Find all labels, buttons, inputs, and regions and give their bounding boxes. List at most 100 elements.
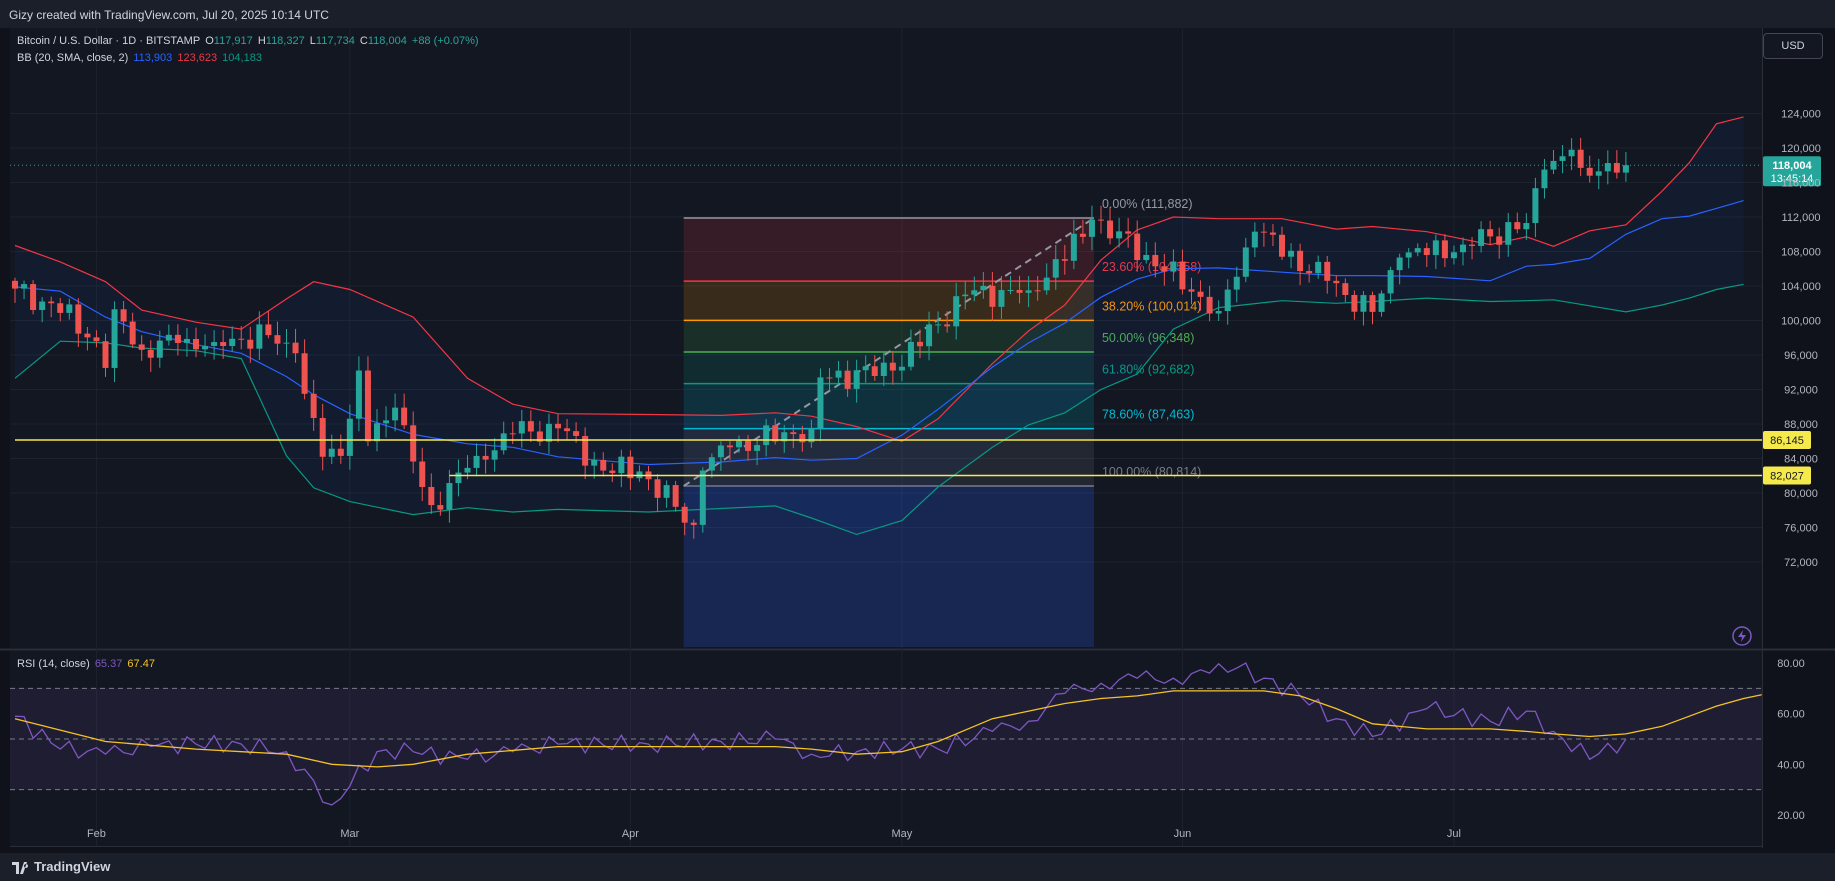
candle-body [1288, 250, 1295, 257]
horizontal-price-tag-label: 82,027 [1770, 471, 1804, 483]
candle-body [1378, 293, 1385, 312]
candle-body [1098, 219, 1104, 221]
candle-body [663, 485, 670, 498]
candle-body [781, 432, 788, 442]
candle-body [30, 284, 37, 310]
candle-body [1541, 169, 1548, 189]
fib-level-label: 78.60% (87,463) [1102, 408, 1194, 422]
candle-body [1170, 261, 1177, 272]
candle-body [600, 459, 607, 471]
fib-zone [683, 351, 1094, 384]
candle-body [1432, 240, 1439, 256]
fib-zone [683, 281, 1094, 321]
candle-body [1514, 222, 1521, 230]
candle-body [1496, 236, 1503, 245]
candle-body [817, 377, 824, 429]
candle-body [464, 467, 471, 473]
candle-body [944, 324, 951, 327]
axis-labels: 124,000 120,000 116,000 112,000 108,000 104,0… [87, 109, 1821, 841]
lightning-icon[interactable] [1732, 626, 1752, 646]
price-tick-label: 92,000 [1784, 385, 1818, 397]
candle-body [1061, 259, 1068, 261]
bb-basis-line [14, 200, 1744, 466]
fibonacci-retracement[interactable]: 0.00% (111,882) 23.60% (104,558) 38.20% (1… [683, 197, 1202, 647]
candle-body [754, 445, 761, 451]
candle-body [1107, 220, 1114, 239]
candle-body [962, 294, 969, 297]
fib-zone [683, 383, 1094, 429]
candle-body [681, 506, 688, 523]
candle-body [953, 296, 960, 327]
candle-body [1306, 271, 1313, 274]
candle-body [1577, 149, 1584, 168]
candle-body [437, 505, 444, 510]
candle-body [1016, 289, 1023, 293]
candle-body [256, 324, 263, 349]
time-tick-label: Jul [1447, 828, 1461, 840]
candle-body [491, 450, 498, 460]
rsi-indicator: 80.00 60.00 40.00 20.00 [10, 658, 1805, 822]
candlesticks [12, 137, 1629, 539]
candle-body [1188, 289, 1195, 292]
candle-body [1423, 248, 1430, 256]
candle-body [165, 334, 172, 341]
candle-body [935, 324, 942, 326]
countdown-label: 13:45:14 [1771, 173, 1814, 185]
candle-body [1586, 167, 1593, 176]
candle-body [129, 321, 136, 345]
tradingview-logo: TradingView [12, 859, 110, 874]
rsi-tick-label: 60.00 [1777, 709, 1805, 721]
candle-body [672, 485, 679, 507]
candle-body [862, 366, 869, 371]
candle-body [1224, 289, 1231, 312]
candle-body [1260, 231, 1267, 233]
rsi-tick-label: 40.00 [1777, 759, 1805, 771]
candle-body [120, 309, 127, 322]
candle-body [1441, 240, 1448, 259]
candle-body [1242, 247, 1249, 277]
bollinger-bands [14, 116, 1744, 536]
bb-lower-value: 104,183 [222, 52, 262, 64]
candle-body [193, 338, 199, 350]
candle-body [346, 418, 353, 456]
horizontal-price-tag [1763, 466, 1811, 485]
candle-body [292, 342, 299, 354]
high-value: 118,327 [265, 35, 305, 47]
currency-button[interactable]: USD [1763, 33, 1823, 59]
candle-body [618, 456, 625, 474]
rsi-legend[interactable]: RSI (14, close) 65.37 67.47 [17, 658, 157, 670]
candle-body [1143, 254, 1150, 261]
time-tick-label: Apr [622, 828, 639, 840]
candle-body [156, 340, 163, 358]
candle-body [844, 370, 851, 389]
close-label: C [359, 35, 368, 47]
candle-body [57, 303, 64, 313]
candle-body [1251, 231, 1258, 248]
candle-body [726, 445, 733, 448]
candle-body [274, 335, 281, 344]
candle-body [229, 338, 236, 346]
fib-extension-zone [683, 485, 1094, 647]
price-tick-label: 116,000 [1782, 178, 1821, 190]
rsi-pane-bg [10, 651, 1762, 846]
rsi-line [14, 662, 1627, 806]
candle-body [1134, 233, 1141, 261]
candle-body [907, 341, 914, 367]
candle-body [374, 423, 380, 442]
fib-level-label: 23.60% (104,558) [1102, 260, 1201, 274]
fib-level-label: 100.00% (80,814) [1102, 465, 1201, 479]
candle-body [1550, 160, 1557, 170]
bb-upper-value: 123,623 [177, 52, 218, 64]
candle-body [1604, 163, 1611, 172]
candle-body [917, 341, 923, 347]
bb-legend[interactable]: BB (20, SMA, close, 2) 113,903 123,623 1… [17, 52, 264, 64]
candle-body [790, 432, 797, 435]
candle-body [1025, 290, 1032, 293]
price-pane-bg [10, 28, 1762, 648]
symbol-legend[interactable]: Bitcoin / U.S. Dollar · 1D · BITSTAMP O1… [17, 35, 481, 47]
horizontal-price-tag [1763, 430, 1811, 449]
price-tick-label: 120,000 [1781, 143, 1821, 155]
candle-body [1215, 311, 1222, 314]
